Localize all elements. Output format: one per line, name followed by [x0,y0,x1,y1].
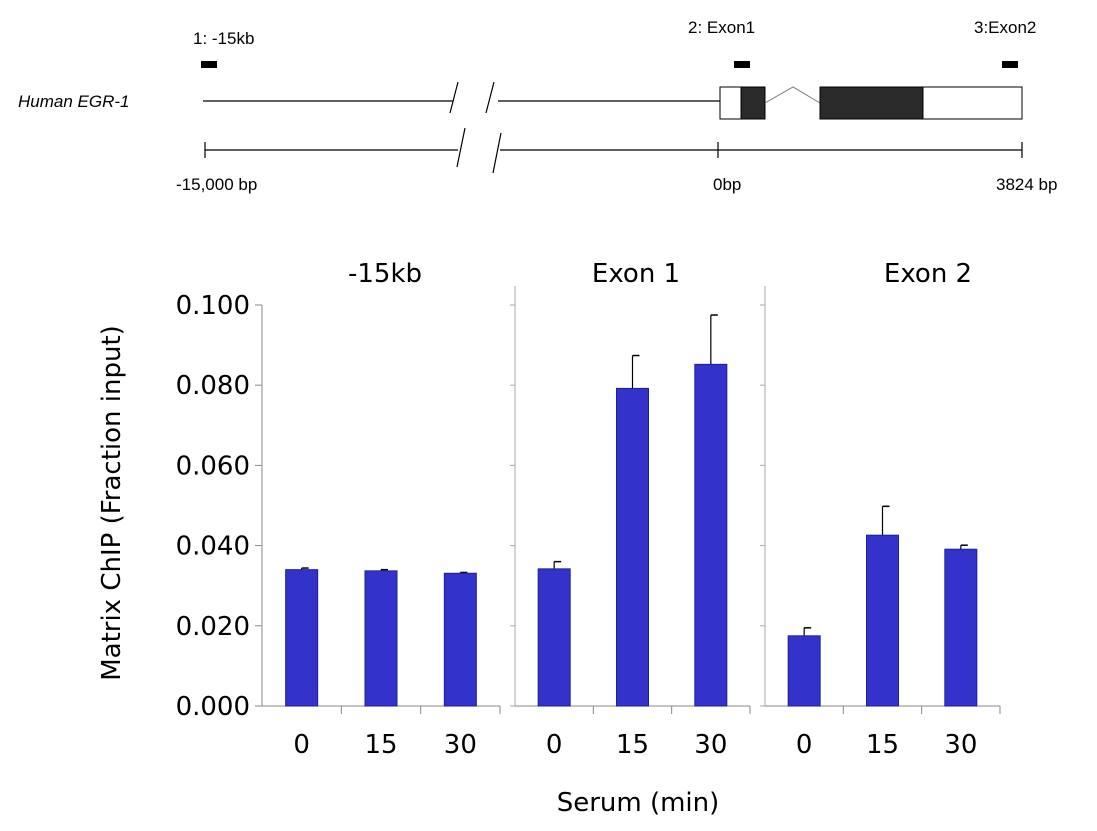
bar [787,635,821,707]
x-tick-label: 15 [364,730,397,760]
probe-mark-3 [1002,61,1018,68]
scale-break-mark-2 [492,132,502,174]
x-axis-title: Serum (min) [557,788,720,818]
x-tick-label: 30 [694,730,727,760]
gene-name: Human EGR-1 [18,92,129,111]
panel-title: Exon 2 [884,259,972,289]
chart-panels: -15kb 0 15 30 Exon 1 0 15 30 Exon 2 0 15 30 [262,259,1001,760]
y-tick-label: 0.020 [176,612,250,642]
utr-3-box [922,86,1023,120]
scale-break-mark-1 [456,127,466,168]
panel-3: Exon 2 0 15 30 [760,259,1001,760]
bar [364,570,398,707]
bar [616,387,649,707]
probe-mark-1 [201,61,217,68]
y-axis: 0.000 0.020 0.040 0.060 0.080 0.100 [176,291,263,722]
x-tick-label: 30 [944,730,977,760]
y-tick-label: 0.100 [176,291,250,321]
panel-title: Exon 1 [592,259,680,289]
bar [866,534,899,707]
scale-label-start: -15,000 bp [176,175,257,194]
bar [443,572,477,707]
intron-line [764,86,821,104]
y-axis-title: Matrix ChIP (Fraction input) [97,325,127,681]
x-tick-label: 0 [293,730,310,760]
y-tick-label: 0.080 [176,371,250,401]
exon-2-box [819,86,924,120]
gene-break-mark-1 [449,81,459,114]
utr-5-box [719,86,742,120]
exon-1-box [740,86,766,120]
panel-2: Exon 1 0 15 30 [510,259,751,760]
scale-label-zero: 0bp [713,175,741,194]
y-tick-label: 0.000 [176,692,250,722]
x-tick-label: 15 [616,730,649,760]
probe-label-3: 3:Exon2 [974,18,1036,37]
bar [694,363,728,707]
probe-label-2: 2: Exon1 [688,18,755,37]
y-tick-label: 0.040 [176,532,250,562]
bar [944,548,978,707]
scale-label-end: 3824 bp [996,175,1057,194]
gene-break-mark-2 [485,81,495,114]
bar-chart: 0.000 0.020 0.040 0.060 0.080 0.100 -15kb 0 15 3… [97,259,1001,818]
x-tick-label: 0 [796,730,813,760]
probe-label-1: 1: -15kb [193,29,254,48]
x-tick-label: 15 [866,730,899,760]
y-tick-label: 0.060 [176,451,250,481]
x-tick-label: 0 [546,730,563,760]
probe-mark-2 [734,61,750,68]
bar [537,568,571,707]
panel-1: -15kb 0 15 30 [262,259,501,760]
panel-title: -15kb [348,259,422,289]
bar [285,569,319,707]
x-tick-label: 30 [444,730,477,760]
gene-map: 1: -15kb 2: Exon1 3:Exon2 Human EGR-1 -1… [18,18,1057,194]
